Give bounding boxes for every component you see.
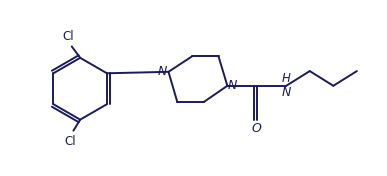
Text: N: N (228, 78, 238, 92)
Text: Cl: Cl (62, 30, 74, 43)
Text: O: O (252, 122, 262, 135)
Text: N: N (281, 86, 291, 99)
Text: N: N (158, 65, 167, 78)
Text: Cl: Cl (65, 134, 76, 147)
Text: H: H (282, 72, 291, 85)
